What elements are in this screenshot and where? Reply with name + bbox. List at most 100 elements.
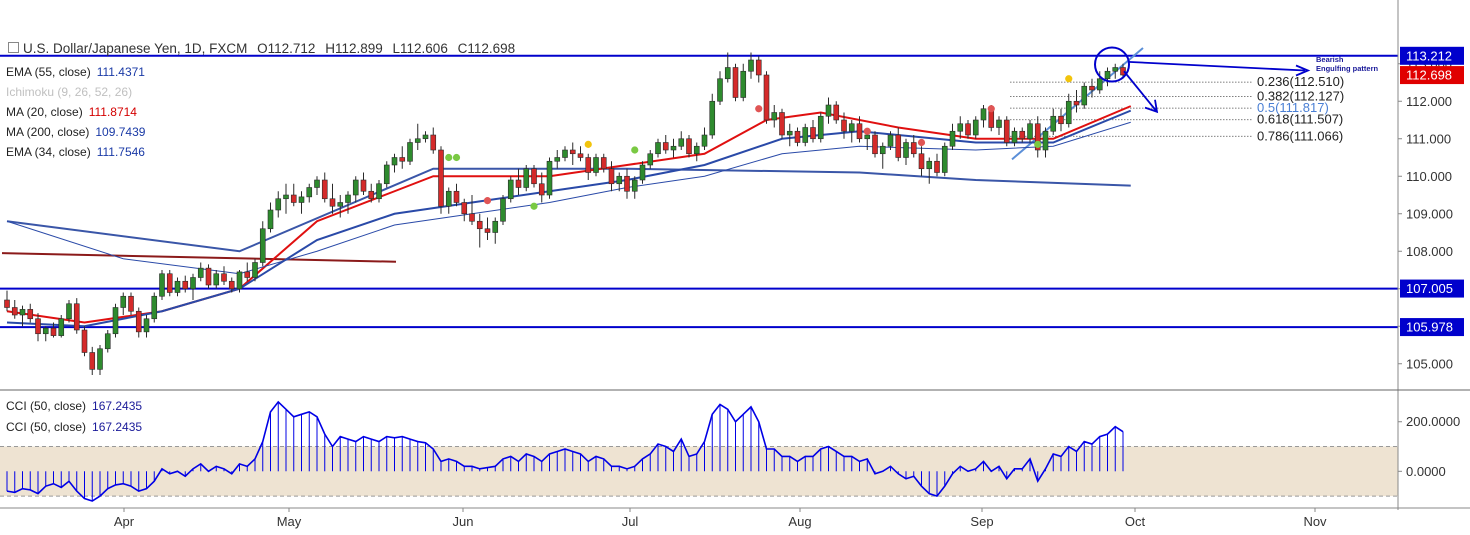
indicator-value: 109.7439 xyxy=(95,125,146,139)
cci-tick-label: 200.0000 xyxy=(1406,414,1460,429)
candle-body xyxy=(810,127,816,140)
candle-body xyxy=(484,228,491,233)
candle xyxy=(848,120,855,143)
signal-dot xyxy=(863,127,871,135)
candle xyxy=(1011,127,1018,147)
indicator-legend-ma200[interactable]: MA (200, close) 109.7439 xyxy=(6,125,145,139)
indicator-legend-ema55[interactable]: EMA (55, close) 111.4371 xyxy=(6,65,145,79)
candle-body xyxy=(910,142,917,155)
candle xyxy=(453,183,460,207)
candle-body xyxy=(267,209,274,230)
candle-body xyxy=(763,74,770,121)
price-label-box xyxy=(1400,318,1464,337)
candle xyxy=(965,120,971,139)
candle xyxy=(73,298,80,334)
candle xyxy=(492,217,499,244)
candle xyxy=(438,146,444,214)
signal-dot xyxy=(631,146,639,154)
candle-body xyxy=(182,280,189,290)
candle-body xyxy=(221,273,227,282)
candle xyxy=(445,187,452,214)
candle xyxy=(213,270,220,289)
candle xyxy=(593,153,599,177)
candle-body xyxy=(414,138,421,143)
candle-body xyxy=(461,202,468,215)
candle xyxy=(972,116,979,139)
candle-body xyxy=(314,179,320,188)
candle-body xyxy=(709,100,716,136)
candle-body xyxy=(515,179,522,188)
candle-body xyxy=(407,142,413,162)
indicator-value: 111.7546 xyxy=(96,145,145,159)
candle-body xyxy=(135,310,142,333)
candle xyxy=(1050,108,1057,135)
candle-body xyxy=(399,157,406,162)
legend-checkbox[interactable] xyxy=(8,42,19,53)
candle-body xyxy=(686,138,692,155)
signal-dot xyxy=(1065,75,1073,83)
candle-body xyxy=(825,104,832,117)
high-value: H112.899 xyxy=(325,41,383,56)
candle xyxy=(159,270,165,300)
candle-body xyxy=(616,175,623,185)
cci-label: CCI (50, close) xyxy=(6,399,87,413)
candle-body xyxy=(128,295,134,312)
candle xyxy=(732,63,739,102)
candle-body xyxy=(329,198,336,207)
candle xyxy=(608,161,615,192)
ohlc-legend: U.S. Dollar/Japanese Yen, 1D, FXCM O112.… xyxy=(8,41,521,56)
candle-body xyxy=(376,183,382,200)
signal-dot xyxy=(917,138,926,147)
indicator-legend-ichimoku[interactable]: Ichimoku (9, 26, 52, 26) xyxy=(6,85,132,99)
candle-body xyxy=(1019,130,1026,140)
candle-body xyxy=(724,67,731,80)
candle xyxy=(166,270,173,297)
candle xyxy=(1065,93,1072,128)
indicator-value: 111.4371 xyxy=(96,65,145,79)
indicator-legend-ema34[interactable]: EMA (34, close) 111.7546 xyxy=(6,145,145,159)
candle-body xyxy=(1003,119,1010,143)
candle-body xyxy=(554,157,561,162)
candle xyxy=(1089,78,1095,98)
cci-line xyxy=(6,400,1124,502)
cci-legend-2[interactable]: CCI (50, close) 167.2435 xyxy=(6,420,142,434)
candle xyxy=(841,112,847,139)
cci-pane[interactable] xyxy=(0,400,1398,502)
candle xyxy=(430,127,437,154)
fib-level-label: 0.236(112.510) xyxy=(1257,74,1344,89)
candle xyxy=(872,131,878,158)
fib-level-label: 0.5(111.817) xyxy=(1257,100,1329,115)
candle xyxy=(724,52,731,83)
indicator-legend-ma20[interactable]: MA (20, close) 111.8714 xyxy=(6,105,137,119)
candle-body xyxy=(577,153,584,158)
candle-body xyxy=(383,164,390,185)
indicator-label: EMA (34, close) xyxy=(6,145,91,159)
candle-body xyxy=(89,352,96,370)
price-pane[interactable]: 0.236(112.510)0.382(112.127)0.5(111.817)… xyxy=(0,46,1398,376)
candle xyxy=(1104,67,1111,87)
cci-legend-1[interactable]: CCI (50, close) 167.2435 xyxy=(6,399,142,413)
candle-body xyxy=(569,149,576,155)
candle-body xyxy=(538,183,545,196)
indicator-value: 111.8714 xyxy=(88,105,137,119)
y-tick-label: 105.000 xyxy=(1406,356,1453,371)
candle-body xyxy=(879,145,886,155)
candle-body xyxy=(748,59,754,72)
signal-dot xyxy=(987,105,995,113)
moving-average-line xyxy=(6,109,1132,328)
candle xyxy=(484,217,491,240)
candle-body xyxy=(941,145,948,173)
candle-body xyxy=(631,179,638,192)
candle-body xyxy=(143,318,150,333)
moving-average-line xyxy=(6,167,1131,253)
candle-body xyxy=(848,123,855,132)
candle xyxy=(887,131,894,150)
candle xyxy=(236,270,243,293)
signal-dot xyxy=(1034,140,1042,148)
candle-body xyxy=(469,213,475,222)
x-tick-label: Apr xyxy=(114,514,135,529)
candle-body xyxy=(732,67,739,98)
candle xyxy=(11,300,18,319)
candle xyxy=(879,142,886,169)
